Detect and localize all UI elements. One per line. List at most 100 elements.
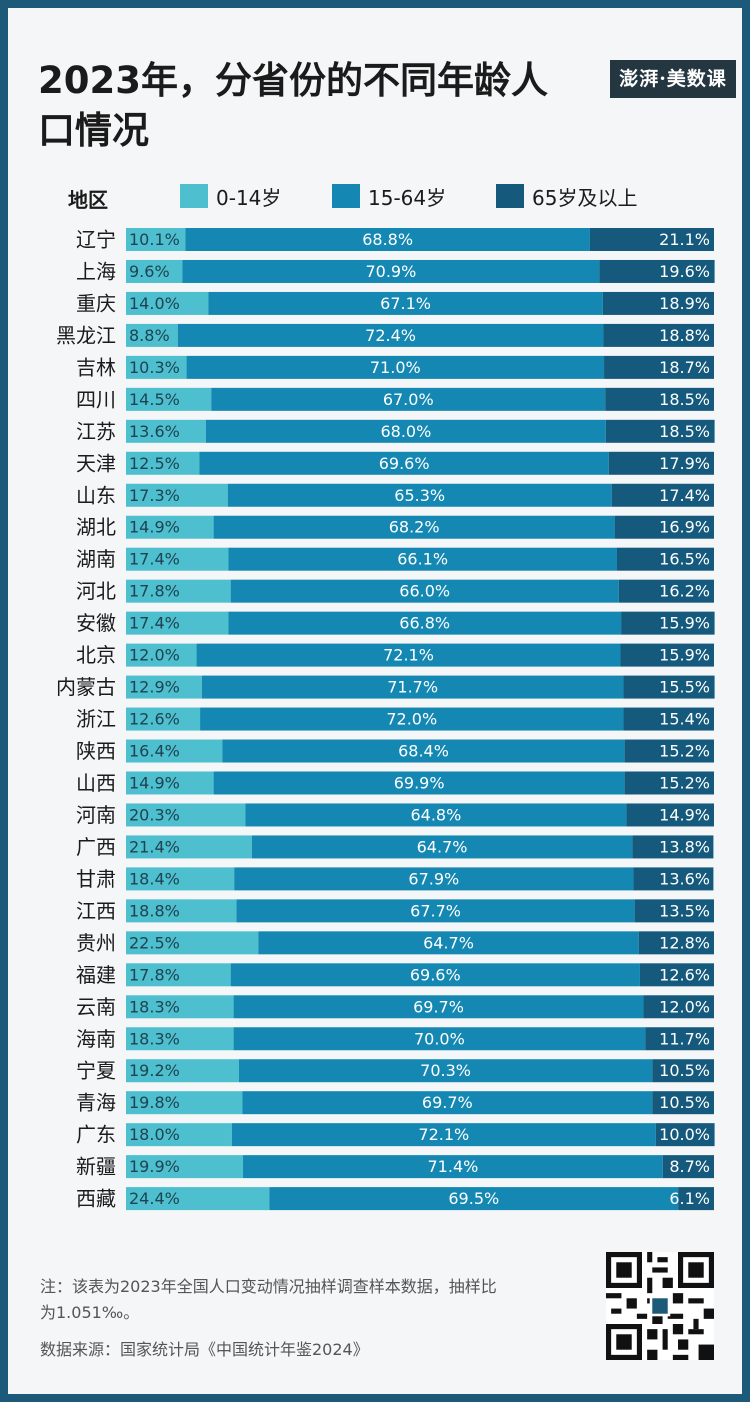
data-label-65-plus: 21.1% bbox=[659, 230, 710, 249]
footnote: 注：该表为2023年全国人口变动情况抽样调查样本数据，抽样比为1.051‰。 bbox=[40, 1277, 497, 1322]
bar-segment-65-plus bbox=[616, 547, 714, 571]
data-label-15-64: 71.0% bbox=[370, 358, 421, 377]
category-label: 江苏 bbox=[76, 419, 116, 443]
data-label-65-plus: 13.5% bbox=[659, 901, 710, 920]
bar-segment-65-plus bbox=[645, 1027, 714, 1051]
bar-segment-0-14 bbox=[126, 739, 223, 763]
data-label-65-plus: 13.8% bbox=[659, 837, 710, 856]
bar-segment-0-14 bbox=[126, 611, 229, 635]
category-label: 山东 bbox=[76, 483, 116, 507]
category-label: 天津 bbox=[76, 451, 116, 475]
legend-label-15-64: 15-64岁 bbox=[368, 185, 447, 210]
data-label-15-64: 66.8% bbox=[399, 614, 450, 633]
bar-segment-65-plus bbox=[602, 291, 714, 315]
bar-segment-0-14 bbox=[126, 707, 201, 731]
category-label: 广东 bbox=[76, 1123, 116, 1147]
bar-segment-65-plus bbox=[633, 867, 714, 891]
data-label-65-plus: 6.1% bbox=[669, 1189, 710, 1208]
data-label-0-14: 12.6% bbox=[129, 710, 180, 729]
bar-segment-15-64 bbox=[245, 803, 627, 827]
bar-segment-65-plus bbox=[623, 675, 715, 699]
bar-segment-0-14 bbox=[126, 1155, 244, 1179]
category-label: 云南 bbox=[76, 995, 116, 1019]
bar-segment-15-64 bbox=[199, 451, 609, 475]
data-label-0-14: 14.0% bbox=[129, 294, 180, 313]
data-label-0-14: 19.8% bbox=[129, 1093, 180, 1112]
category-label: 广西 bbox=[76, 835, 116, 859]
bar-segment-0-14 bbox=[126, 899, 237, 923]
data-label-15-64: 72.1% bbox=[418, 1125, 469, 1144]
bar-segment-65-plus bbox=[618, 579, 714, 603]
data-label-0-14: 10.1% bbox=[129, 230, 180, 249]
bar-segment-0-14 bbox=[126, 1187, 270, 1211]
data-label-0-14: 24.4% bbox=[129, 1189, 180, 1208]
data-label-0-14: 19.2% bbox=[129, 1061, 180, 1080]
data-label-15-64: 70.9% bbox=[365, 262, 416, 281]
data-label-65-plus: 18.5% bbox=[659, 390, 710, 409]
data-label-65-plus: 12.8% bbox=[659, 933, 710, 952]
bar-segment-65-plus bbox=[589, 228, 714, 251]
data-label-0-14: 18.3% bbox=[129, 1029, 180, 1048]
bar-segment-0-14 bbox=[126, 1059, 239, 1083]
category-label: 浙江 bbox=[76, 707, 116, 731]
data-label-15-64: 69.6% bbox=[379, 454, 430, 473]
data-label-0-14: 18.3% bbox=[129, 997, 180, 1016]
data-label-0-14: 17.4% bbox=[129, 614, 180, 633]
bar-segment-15-64 bbox=[200, 707, 624, 731]
data-label-15-64: 64.7% bbox=[417, 837, 468, 856]
data-label-0-14: 17.8% bbox=[129, 582, 180, 601]
legend-swatch-65-plus bbox=[496, 184, 524, 208]
bar-segment-65-plus bbox=[604, 355, 714, 379]
bar-segment-0-14 bbox=[126, 579, 231, 603]
bar-segment-65-plus bbox=[605, 419, 715, 443]
bar-segment-0-14 bbox=[126, 355, 187, 379]
bar-segment-15-64 bbox=[228, 611, 622, 635]
legend-swatch-0-14 bbox=[180, 184, 208, 208]
bar-segment-0-14 bbox=[126, 259, 183, 283]
bar-segment-0-14 bbox=[126, 675, 202, 699]
category-label: 安徽 bbox=[76, 611, 116, 635]
data-label-15-64: 72.4% bbox=[365, 326, 416, 345]
data-label-15-64: 64.7% bbox=[423, 933, 474, 952]
data-label-0-14: 14.5% bbox=[129, 390, 180, 409]
bar-segment-15-64 bbox=[233, 995, 644, 1019]
data-label-15-64: 65.3% bbox=[394, 486, 445, 505]
bar-segment-15-64 bbox=[205, 419, 606, 443]
category-label: 陕西 bbox=[76, 739, 116, 763]
bar-segment-65-plus bbox=[614, 515, 714, 539]
bar-segment-0-14 bbox=[126, 995, 234, 1019]
legend-label-65-plus: 65岁及以上 bbox=[532, 185, 638, 210]
data-label-65-plus: 18.8% bbox=[659, 326, 710, 345]
category-label: 重庆 bbox=[76, 291, 116, 315]
bar-segment-15-64 bbox=[233, 1027, 646, 1051]
data-label-0-14: 12.5% bbox=[129, 454, 180, 473]
category-label: 新疆 bbox=[76, 1155, 116, 1179]
bar-segment-65-plus bbox=[626, 803, 714, 827]
data-label-0-14: 17.3% bbox=[129, 486, 180, 505]
category-label: 吉林 bbox=[76, 355, 116, 379]
bar-segment-65-plus bbox=[620, 643, 714, 667]
bar-segment-15-64 bbox=[228, 547, 617, 571]
category-label: 宁夏 bbox=[76, 1059, 116, 1083]
bar-segment-0-14 bbox=[126, 228, 186, 251]
data-label-0-14: 14.9% bbox=[129, 773, 180, 792]
data-label-65-plus: 19.6% bbox=[659, 262, 710, 281]
bar-segment-0-14 bbox=[126, 1123, 232, 1147]
data-label-15-64: 68.8% bbox=[362, 230, 413, 249]
bar-segment-15-64 bbox=[213, 771, 625, 795]
data-label-65-plus: 16.5% bbox=[659, 550, 710, 569]
data-label-0-14: 16.4% bbox=[129, 742, 180, 761]
data-label-0-14: 22.5% bbox=[129, 933, 180, 952]
legend-item-15-64: 15-64岁 bbox=[332, 184, 447, 210]
data-label-65-plus: 13.6% bbox=[659, 869, 710, 888]
bar-segment-65-plus bbox=[603, 323, 714, 347]
bar-segment-65-plus bbox=[605, 387, 714, 411]
data-label-15-64: 67.7% bbox=[410, 901, 461, 920]
data-label-65-plus: 17.4% bbox=[659, 486, 710, 505]
bar-segment-65-plus bbox=[623, 707, 714, 731]
legend-item-65-plus: 65岁及以上 bbox=[496, 184, 638, 210]
category-label: 海南 bbox=[76, 1027, 116, 1051]
bar-segment-15-64 bbox=[182, 259, 600, 283]
bar-segment-65-plus bbox=[634, 899, 714, 923]
bar-segment-15-64 bbox=[269, 1187, 679, 1211]
